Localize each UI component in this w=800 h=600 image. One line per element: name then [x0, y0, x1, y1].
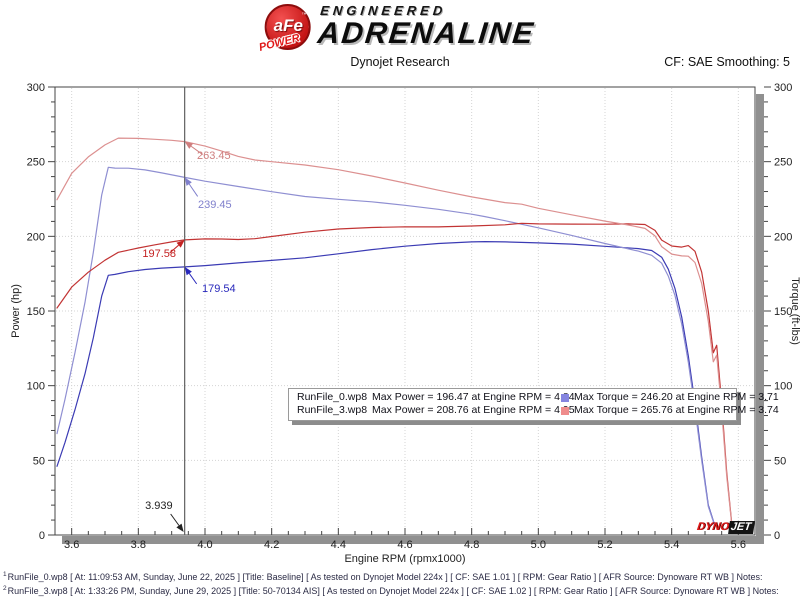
x-tick-label: 5.0 [531, 539, 546, 551]
dynojet-logo: DYNOJET [696, 521, 755, 534]
legend-runfile-label: RunFile_3.wp8 [297, 404, 368, 416]
curve-torque_0 [56, 166, 716, 528]
cursor-rpm-label: 3.939 [145, 500, 173, 512]
cursor-readout-label: 239.45 [198, 199, 232, 211]
legend-runfile-label: RunFile_0.wp8 [297, 391, 368, 403]
y-tick-label-left: 200 [27, 231, 45, 243]
plot-shadow-right [756, 94, 764, 544]
x-tick-label: 4.6 [397, 539, 412, 551]
legend-max-power-entry: Max Power = 208.76 at Engine RPM = 4.95 [367, 404, 575, 417]
y-tick-label-right: 0 [774, 530, 780, 542]
y-tick-label-left: 50 [33, 455, 45, 467]
y-axis-title-left: Power (hp) [10, 284, 22, 338]
afe-power-badge-icon: aFe ™ POWER [258, 4, 311, 54]
report-title: Dynojet Research [350, 55, 450, 69]
legend-max-power-text: Max Power = 208.76 at Engine RPM = 4.95 [372, 404, 575, 416]
footnote-marker: 1 [3, 571, 7, 578]
annotation-arrow-tail [188, 273, 198, 285]
curve-power_3 [56, 222, 733, 524]
x-axis-title: Engine RPM (rpmx1000) [344, 553, 465, 565]
legend-max-torque-entry: Max Torque = 246.20 at Engine RPM = 3.71 [561, 391, 779, 404]
y-tick-label-right: 50 [774, 455, 786, 467]
y-tick-label-left: 0 [39, 530, 45, 542]
dynojet-logo-dyno: DYNO [696, 521, 730, 533]
y-tick-label-right: 150 [774, 306, 792, 318]
y-tick-label-left: 150 [27, 306, 45, 318]
curve-torque_3 [56, 137, 733, 525]
annotation-arrow-head [184, 177, 192, 186]
x-tick-label: 4.0 [197, 539, 212, 551]
y-tick-label-right: 250 [774, 157, 792, 169]
smoothing-label: CF: SAE Smoothing: 5 [664, 55, 790, 69]
legend-max-torque-text: Max Torque = 246.20 at Engine RPM = 3.71 [574, 391, 779, 403]
dynojet-logo-jet: JET [727, 521, 755, 534]
afe-badge-text: aFe [273, 16, 303, 35]
y-tick-label-left: 250 [27, 157, 45, 169]
legend-max-power-text: Max Power = 196.47 at Engine RPM = 4.84 [372, 391, 575, 403]
annotation-arrow-head [184, 141, 194, 149]
cursor-readout-label: 263.45 [197, 150, 231, 162]
annotation-arrow-head [176, 239, 185, 248]
run-info-footer: 1RunFile_0.wp8 [ At: 11:09:53 AM, Sunday… [3, 568, 799, 596]
annotation-arrow-tail [170, 513, 180, 526]
x-tick-label: 5.2 [597, 539, 612, 551]
curve-power_0 [56, 241, 716, 527]
run-info-line-1: 1RunFile_0.wp8 [ At: 11:09:53 AM, Sunday… [3, 568, 799, 582]
annotation-arrow-head [184, 266, 192, 276]
cursor-readout-label: 179.54 [202, 283, 236, 295]
x-tick-label: 4.8 [464, 539, 479, 551]
legend-max-torque-text: Max Torque = 265.76 at Engine RPM = 3.74 [574, 404, 779, 416]
legend-max-torque-entry: Max Torque = 265.76 at Engine RPM = 3.74 [561, 404, 779, 417]
trademark-mark: ™ [301, 12, 307, 18]
annotation-arrow-tail [169, 244, 179, 254]
run-info-text: RunFile_3.wp8 [ At: 1:33:26 PM, Sunday, … [7, 586, 779, 596]
plot-shadow-bottom [62, 536, 764, 544]
y-tick-label-right: 200 [774, 231, 792, 243]
y-tick-label-right: 300 [774, 82, 792, 94]
x-tick-label: 4.4 [331, 539, 346, 551]
run-info-text: RunFile_0.wp8 [ At: 11:09:53 AM, Sunday,… [7, 572, 763, 582]
x-tick-label: 5.4 [664, 539, 679, 551]
x-tick-label: 3.6 [64, 539, 79, 551]
run-info-line-2: 2RunFile_3.wp8 [ At: 1:33:26 PM, Sunday,… [3, 582, 799, 596]
y-axis-title-right: Torque (ft-lbs) [789, 277, 800, 345]
annotation-arrow-head [176, 523, 184, 532]
legend-box[interactable]: RunFile_0.wp8 Max Power = 196.47 at Engi… [288, 388, 779, 421]
footnote-marker: 2 [3, 585, 7, 592]
y-tick-label-left: 100 [27, 381, 45, 393]
annotation-arrow-tail [188, 183, 199, 197]
x-tick-label: 3.8 [131, 539, 146, 551]
afe-engineered-adrenaline-logo: aFe ™ POWER ENGINEERED ADRENALINE [258, 3, 537, 54]
y-tick-label-right: 100 [774, 381, 792, 393]
torque-swatch-icon [561, 406, 569, 415]
legend-max-power-entry: Max Power = 196.47 at Engine RPM = 4.84 [367, 391, 575, 404]
x-tick-label: 4.2 [264, 539, 279, 551]
annotation-arrow-tail [190, 145, 203, 155]
legend-row: RunFile_0.wp8 Max Power = 196.47 at Engi… [297, 391, 779, 404]
cursor-readout-label: 197.58 [142, 248, 176, 260]
x-tick-label: 5.6 [731, 539, 746, 551]
torque-swatch-icon [561, 393, 569, 402]
legend-row: RunFile_3.wp8 Max Power = 208.76 at Engi… [297, 404, 779, 417]
y-tick-label-left: 300 [27, 82, 45, 94]
